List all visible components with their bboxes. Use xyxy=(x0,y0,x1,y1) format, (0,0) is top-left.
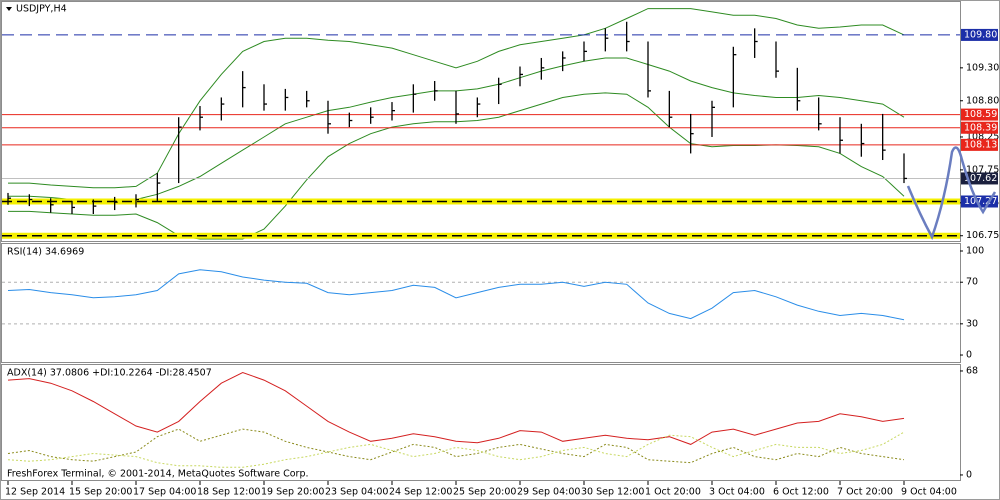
x-tick-label: 24 Sep 12:00 xyxy=(389,487,452,498)
price-label: 107.62 xyxy=(964,173,997,184)
x-tick-label: 29 Sep 04:00 xyxy=(517,487,580,498)
x-tick-label: 25 Sep 20:00 xyxy=(453,487,516,498)
y-tick-label: 100 xyxy=(966,246,984,257)
y-tick-label: 0 xyxy=(966,350,972,361)
indicator-line xyxy=(7,371,905,445)
y-tick-label: 108.25 xyxy=(966,131,999,142)
indicator-line xyxy=(7,269,905,321)
hand-drawn-arrow xyxy=(906,146,997,241)
price-label: 109.80 xyxy=(964,29,997,40)
price-pane xyxy=(1,1,961,242)
y-tick-label: 107.75 xyxy=(966,164,999,175)
x-tick-label: 9 Oct 04:00 xyxy=(901,487,957,498)
x-tick-label: 17 Sep 04:00 xyxy=(133,487,196,498)
plot-layer: 109.30108.80108.25107.75107.25106.75109.… xyxy=(2,8,999,498)
price-label-box xyxy=(961,172,998,185)
x-tick-label: 1 Oct 20:00 xyxy=(645,487,701,498)
x-tick-label: 15 Sep 20:00 xyxy=(69,487,132,498)
adx-title: ADX(14) 37.0806 +DI:10.2264 -DI:28.4507 xyxy=(7,368,212,379)
price-label: 108.59 xyxy=(964,109,997,120)
indicator-line xyxy=(7,428,905,464)
y-tick-label: 106.75 xyxy=(966,230,999,241)
x-tick-label: 6 Oct 12:00 xyxy=(773,487,829,498)
credit: FreshForex Terminal, © 2001-2014, MetaQu… xyxy=(7,469,309,480)
x-tick-label: 30 Sep 12:00 xyxy=(581,487,644,498)
price-label-box xyxy=(961,121,998,134)
y-tick-label: 70 xyxy=(966,277,978,288)
x-tick-label: 7 Oct 20:00 xyxy=(837,487,893,498)
price-label-box xyxy=(961,108,998,121)
price-label-box xyxy=(961,28,998,41)
y-tick-label: 108.80 xyxy=(966,95,999,106)
x-tick-label: 19 Sep 20:00 xyxy=(261,487,324,498)
chart-title: USDJPY,H4 xyxy=(16,4,67,15)
rsi-pane xyxy=(1,243,961,363)
x-tick-label: 3 Oct 04:00 xyxy=(709,487,765,498)
price-label: 108.39 xyxy=(964,122,997,133)
price-label: 108.13 xyxy=(964,139,997,150)
y-tick-label: 30 xyxy=(966,318,978,329)
price-label: 107.27 xyxy=(964,196,997,207)
y-tick-label: 68 xyxy=(966,365,978,376)
price-label-box xyxy=(961,138,998,151)
rsi-title: RSI(14) 34.6969 xyxy=(7,247,84,258)
y-tick-label: 0 xyxy=(966,469,972,480)
y-tick-label: 109.30 xyxy=(966,62,999,73)
x-tick-label: 12 Sep 2014 xyxy=(5,487,65,498)
x-tick-label: 23 Sep 04:00 xyxy=(325,487,388,498)
symbol-menu-icon xyxy=(6,7,12,11)
x-tick-label: 18 Sep 12:00 xyxy=(197,487,260,498)
adx-pane xyxy=(1,364,961,481)
